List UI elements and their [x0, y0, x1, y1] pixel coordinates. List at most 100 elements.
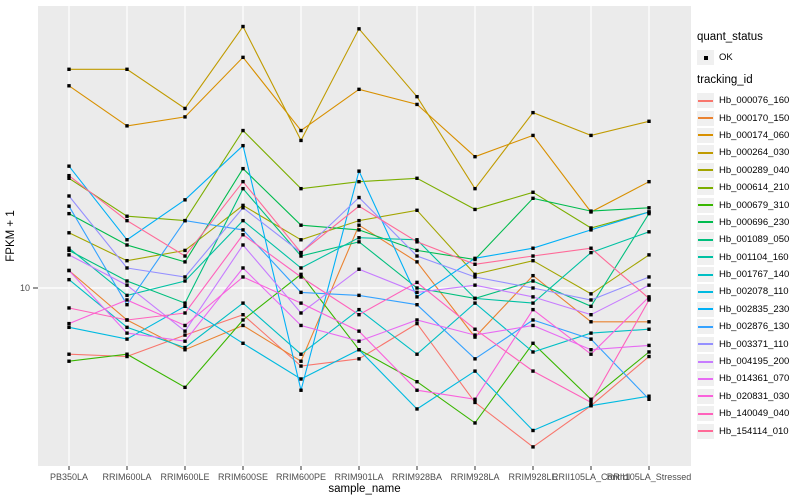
line-swatch-icon: [697, 93, 714, 109]
legend-item-Hb_000174_060: Hb_000174_060: [697, 127, 789, 144]
legend-item-label: Hb_001089_050: [719, 234, 790, 246]
data-point: [183, 333, 187, 337]
data-point: [531, 133, 535, 138]
data-point: [357, 339, 361, 343]
line-swatch-icon: [697, 354, 714, 370]
legend-item-Hb_020831_030: Hb_020831_030: [697, 388, 789, 405]
swatch-line: [698, 273, 713, 276]
data-point: [183, 260, 187, 264]
data-point: [183, 323, 187, 328]
data-point: [125, 266, 129, 270]
legend-item-label: Hb_154114_010: [719, 425, 789, 437]
data-point: [415, 303, 419, 307]
data-point: [415, 286, 419, 290]
data-point: [241, 186, 245, 191]
data-point: [647, 253, 651, 257]
data-point: [67, 277, 71, 282]
data-point: [589, 320, 593, 324]
legend-item-ok: OK: [697, 49, 763, 66]
data-point: [299, 128, 303, 133]
data-point: [67, 67, 71, 71]
data-point: [531, 318, 535, 322]
data-point: [357, 179, 361, 184]
legend-entries: Hb_000076_160 Hb_000170_150 Hb_000174_060 H…: [697, 92, 789, 440]
data-point: [357, 204, 361, 208]
legend-item-label: OK: [719, 52, 733, 64]
data-point: [357, 357, 361, 361]
data-point: [531, 301, 535, 305]
legend-item-label: Hb_003371_110: [719, 338, 789, 350]
data-point: [183, 106, 187, 111]
data-point: [473, 301, 477, 305]
data-point: [473, 154, 477, 159]
data-point: [589, 298, 593, 302]
data-point: [531, 428, 535, 433]
data-point: [531, 254, 535, 258]
line-swatch-icon: [697, 145, 714, 161]
black-point-icon: [703, 55, 708, 60]
data-point: [67, 325, 71, 330]
data-point: [125, 354, 129, 359]
data-point: [357, 27, 361, 31]
data-point: [299, 250, 303, 255]
swatch-line: [698, 360, 713, 363]
data-point: [67, 204, 71, 208]
data-point: [67, 352, 71, 356]
ok-point-key: [697, 50, 714, 66]
data-point: [299, 272, 303, 277]
y-axis-title: FPKM + 1: [5, 210, 17, 261]
data-point: [125, 303, 129, 307]
data-point: [647, 206, 651, 210]
x-tick-label: RRIM600PE: [276, 472, 326, 482]
legend-item-label: Hb_140049_040: [719, 408, 790, 420]
legend-item-label: Hb_000174_060: [719, 129, 790, 141]
data-point: [531, 286, 535, 290]
data-point: [125, 214, 129, 218]
legend-item-label: Hb_002078_110: [719, 286, 789, 298]
data-point: [647, 179, 651, 184]
data-point: [473, 333, 477, 337]
data-point: [357, 313, 361, 317]
data-point: [241, 323, 245, 328]
data-point: [67, 84, 71, 88]
data-point: [589, 226, 593, 230]
data-point: [125, 238, 129, 242]
data-point: [67, 253, 71, 257]
y-tick-label: 10: [20, 283, 30, 293]
data-point: [183, 115, 187, 119]
legend-item-Hb_000170_150: Hb_000170_150: [697, 109, 789, 126]
data-point: [647, 397, 651, 401]
data-point: [589, 209, 593, 213]
data-point: [67, 321, 71, 326]
x-tick-label: RRII105LA_Stressed: [607, 472, 692, 482]
line-swatch-icon: [697, 319, 714, 335]
data-point: [589, 331, 593, 335]
legend-panel: quant_status OK tracking_id Hb_000076_16…: [697, 0, 800, 500]
data-point: [473, 357, 477, 361]
data-point: [531, 273, 535, 278]
swatch-line: [698, 151, 713, 154]
data-point: [241, 143, 245, 148]
legend-item-label: Hb_000264_030: [719, 147, 790, 159]
data-point: [125, 258, 129, 263]
x-tick-label: RRIM928LE: [508, 472, 557, 482]
legend-item-label: Hb_020831_030: [719, 390, 790, 402]
data-point: [125, 331, 129, 335]
legend-item-Hb_000679_310: Hb_000679_310: [697, 196, 789, 213]
data-point: [67, 231, 71, 235]
data-point: [531, 341, 535, 345]
data-point: [299, 323, 303, 328]
data-point: [415, 248, 419, 253]
swatch-line: [698, 430, 713, 433]
swatch-line: [698, 204, 713, 207]
data-point: [589, 292, 593, 296]
legend-item-label: Hb_000289_040: [719, 164, 790, 176]
data-point: [299, 388, 303, 392]
data-point: [241, 233, 245, 237]
data-point: [183, 254, 187, 258]
legend-item-label: Hb_000614_210: [719, 182, 790, 194]
line-swatch-icon: [697, 197, 714, 213]
data-point: [473, 327, 477, 331]
